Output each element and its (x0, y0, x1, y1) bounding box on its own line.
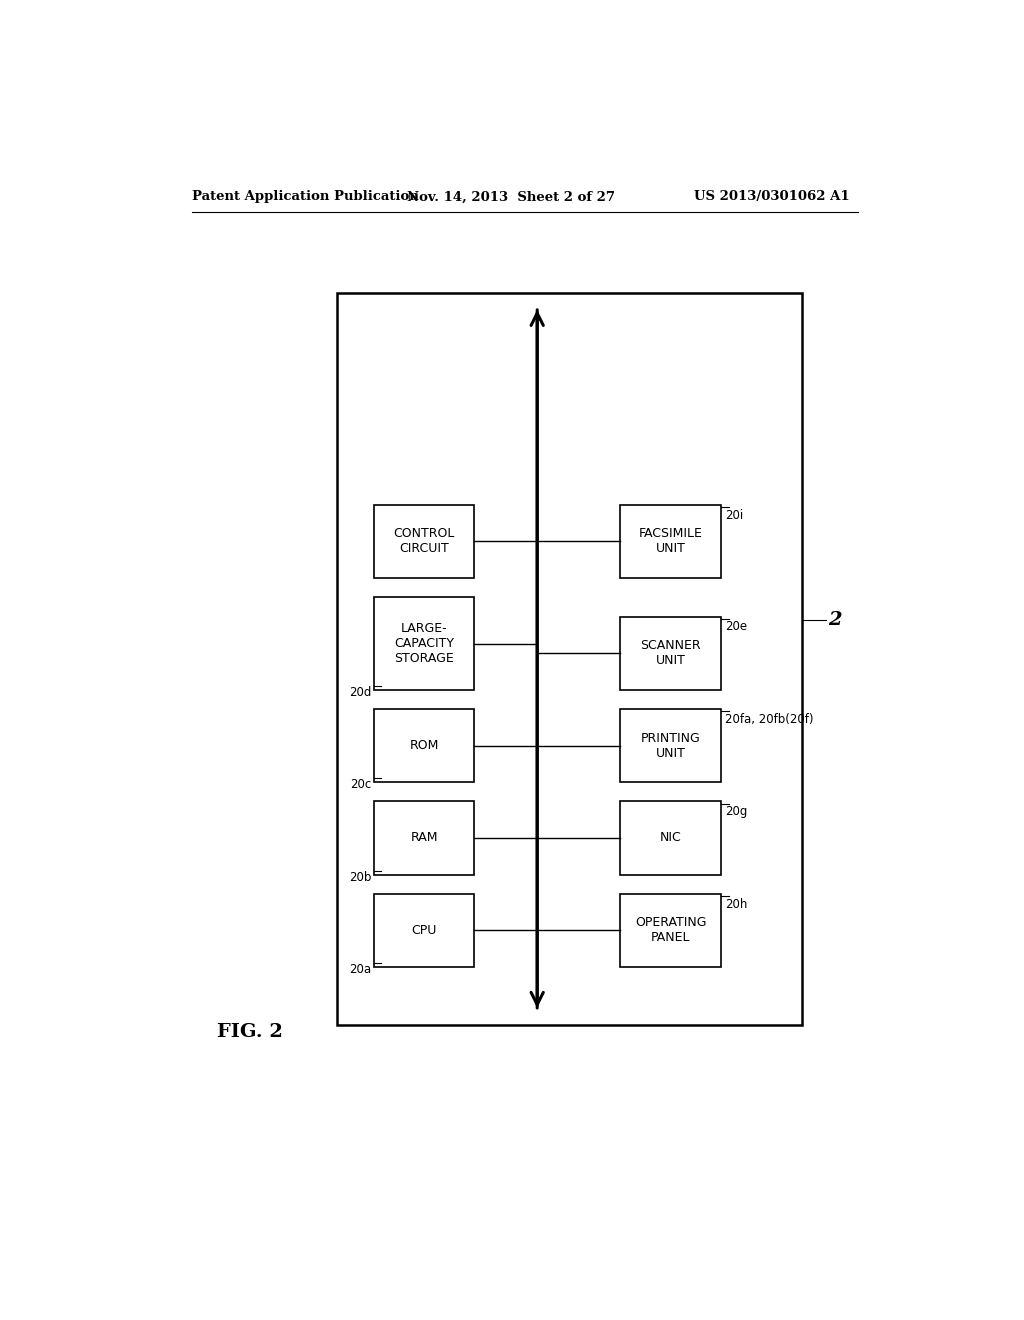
Text: 20b: 20b (349, 871, 372, 883)
Text: NIC: NIC (659, 832, 681, 845)
Text: SCANNER
UNIT: SCANNER UNIT (640, 639, 700, 667)
Text: FIG. 2: FIG. 2 (217, 1023, 283, 1041)
Text: US 2013/0301062 A1: US 2013/0301062 A1 (693, 190, 849, 203)
Text: 20a: 20a (349, 964, 372, 975)
Text: 20h: 20h (725, 898, 748, 911)
Bar (374, 894, 474, 966)
Text: 20d: 20d (349, 686, 372, 698)
Bar (374, 709, 474, 781)
Text: 20e: 20e (725, 620, 746, 634)
Text: 20fa, 20fb(20f): 20fa, 20fb(20f) (725, 713, 813, 726)
Text: Patent Application Publication: Patent Application Publication (191, 190, 418, 203)
Text: Nov. 14, 2013  Sheet 2 of 27: Nov. 14, 2013 Sheet 2 of 27 (407, 190, 615, 203)
Text: OPERATING
PANEL: OPERATING PANEL (635, 916, 707, 944)
Bar (337, 293, 802, 1024)
Bar (621, 801, 721, 875)
Text: LARGE-
CAPACITY
STORAGE: LARGE- CAPACITY STORAGE (394, 622, 454, 665)
Bar (374, 597, 474, 689)
Bar (621, 709, 721, 781)
Text: RAM: RAM (411, 832, 438, 845)
Text: PRINTING
UNIT: PRINTING UNIT (641, 731, 700, 759)
Text: CPU: CPU (412, 924, 437, 937)
Text: 20g: 20g (725, 805, 748, 818)
Bar (621, 616, 721, 689)
Text: 20i: 20i (725, 508, 743, 521)
Bar (374, 801, 474, 875)
Text: CONTROL
CIRCUIT: CONTROL CIRCUIT (393, 528, 455, 556)
Text: 20c: 20c (350, 779, 372, 791)
Text: FACSIMILE
UNIT: FACSIMILE UNIT (639, 528, 702, 556)
Bar (374, 506, 474, 578)
Bar (621, 894, 721, 966)
Text: ROM: ROM (410, 739, 438, 752)
Text: 2: 2 (827, 611, 842, 630)
Bar (621, 506, 721, 578)
